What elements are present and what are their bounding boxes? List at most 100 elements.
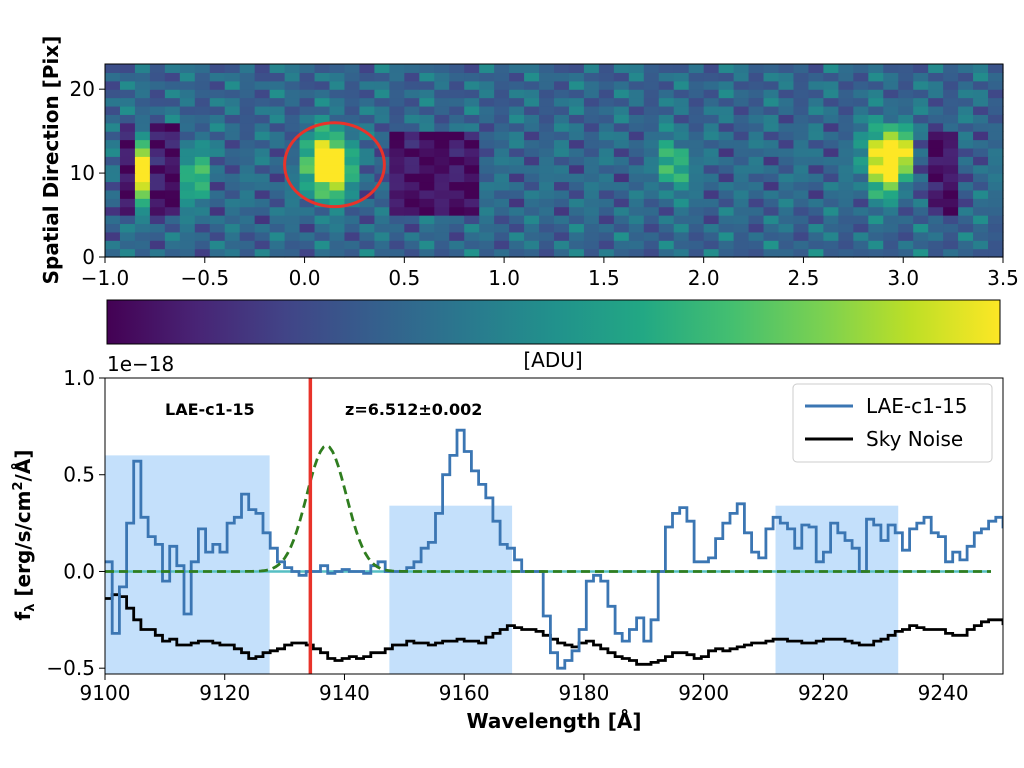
heatmap-cell — [509, 215, 525, 225]
heatmap-cell — [105, 248, 121, 258]
heatmap-cell — [583, 122, 600, 132]
heatmap-cell — [898, 248, 914, 258]
heatmap-cell — [913, 139, 929, 149]
heatmap-cell — [658, 181, 675, 191]
heatmap-cell — [299, 164, 316, 174]
heatmap-cell — [868, 215, 884, 225]
heatmap-cell — [344, 215, 361, 225]
heatmap-cell — [389, 105, 405, 115]
heatmap-cell — [778, 164, 795, 174]
heatmap-cell — [883, 147, 899, 157]
heatmap-cell — [628, 181, 645, 191]
heatmap-cell — [524, 198, 540, 208]
heatmap-cell — [763, 147, 780, 157]
spectrum-panel: 9100 9120 9140 9160 9180 9200 9220 9240 −0.5 0.0… — [11, 352, 1004, 733]
heatmap-cell — [329, 80, 346, 90]
heatmap-cell — [329, 223, 346, 233]
heatmap-cell — [449, 173, 465, 183]
heatmap-cell — [808, 89, 824, 99]
heatmap-cell — [449, 122, 465, 132]
heatmap-cell — [149, 248, 166, 258]
heatmap-cell — [224, 164, 241, 174]
heatmap-cell — [703, 97, 720, 107]
heatmap-cell — [718, 189, 735, 199]
heatmap-cell — [703, 147, 720, 157]
heatmap-cell — [179, 164, 196, 174]
heatmap-cell — [973, 80, 989, 90]
heatmap-cell — [284, 72, 301, 82]
heatmap-cell — [539, 105, 555, 115]
heatmap-cell — [164, 89, 181, 99]
heatmap-cell — [898, 97, 914, 107]
heatmap-cell — [164, 139, 181, 149]
heatmap-cell — [105, 122, 121, 132]
heatmap-cell — [299, 122, 316, 132]
heatmap-cell — [628, 64, 645, 73]
heatmap-cell — [703, 139, 720, 149]
heatmap-cell — [628, 223, 645, 233]
heatmap-cell — [613, 198, 630, 208]
heatmap-cell — [973, 89, 989, 99]
heatmap-cell — [613, 181, 630, 191]
heatmap-cell — [808, 198, 824, 208]
heatmap-cell — [988, 147, 1004, 157]
heatmap-cell — [269, 189, 286, 199]
heatmap-cell — [374, 198, 390, 208]
heatmap-cell — [494, 131, 510, 141]
heatmap-cell — [913, 156, 929, 166]
heatmap-cell — [449, 189, 465, 199]
heatmap-cell — [374, 156, 390, 166]
heatmap-cell — [568, 198, 585, 208]
heatmap-cell — [643, 147, 660, 157]
heatmap-cell — [374, 223, 390, 233]
heatmap-cell — [509, 122, 525, 132]
heatmap-cell — [209, 231, 226, 241]
heatmap-cell — [464, 240, 480, 250]
heatmap-cell — [688, 122, 705, 132]
heatmap-cell — [763, 189, 780, 199]
heatmap-cell — [643, 114, 660, 124]
heatmap-cell — [344, 231, 361, 241]
heatmap-cell — [613, 173, 630, 183]
heatmap-cell — [269, 215, 286, 225]
heatmap-cell — [613, 215, 630, 225]
heatmap-cell — [239, 97, 256, 107]
heatmap-cell — [434, 198, 450, 208]
heatmap-cell — [988, 156, 1004, 166]
heatmap-cell — [838, 231, 854, 241]
heatmap-cell — [524, 164, 540, 174]
heatmap-cell — [194, 173, 211, 183]
heatmap-cell — [988, 215, 1004, 225]
heatmap-cell — [434, 131, 450, 141]
heatmap-x-tick-label: 1.0 — [488, 266, 520, 290]
heatmap-cell — [509, 97, 525, 107]
heatmap-cell — [568, 114, 585, 124]
heatmap-cell — [823, 139, 839, 149]
heatmap-cell — [973, 64, 989, 73]
heatmap-cell — [793, 147, 810, 157]
heatmap-cell — [583, 139, 600, 149]
heatmap-cell — [254, 248, 271, 258]
heatmap-cell — [658, 206, 675, 216]
heatmap-cell — [149, 105, 166, 115]
heatmap-cell — [299, 240, 316, 250]
heatmap-cell — [913, 89, 929, 99]
heatmap-cell — [449, 139, 465, 149]
heatmap-cell — [209, 97, 226, 107]
heatmap-cell — [254, 131, 271, 141]
heatmap-cell — [808, 97, 824, 107]
heatmap-cell — [763, 131, 780, 141]
heatmap-cell — [733, 215, 750, 225]
heatmap-cell — [958, 173, 974, 183]
heatmap-cell — [718, 139, 735, 149]
heatmap-cell — [598, 139, 615, 149]
heatmap-cell — [643, 181, 660, 191]
heatmap-cell — [179, 206, 196, 216]
heatmap-cell — [434, 156, 450, 166]
heatmap-cell — [164, 156, 181, 166]
heatmap-cell — [778, 89, 795, 99]
heatmap-cell — [134, 105, 151, 115]
heatmap-x-tick-label: 2.5 — [788, 266, 820, 290]
heatmap-cell — [838, 89, 854, 99]
spectrum-y-ticks: −0.5 0.0 0.5 1.0 — [46, 366, 105, 680]
